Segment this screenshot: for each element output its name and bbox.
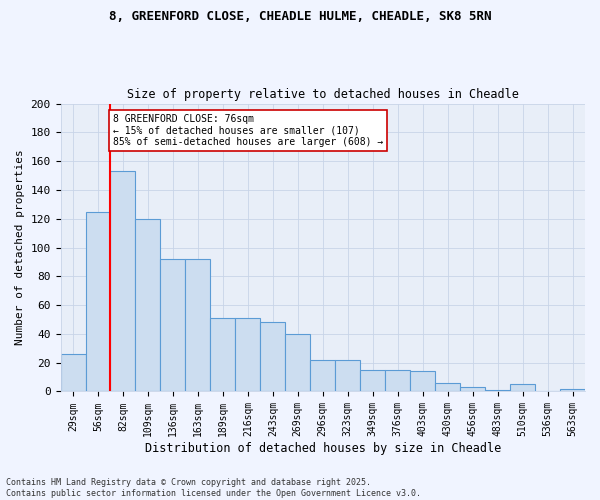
Bar (335, 360, 360, 392)
X-axis label: Distribution of detached houses by size in Cheadle: Distribution of detached houses by size … (145, 442, 501, 455)
Bar (435, 383, 460, 392)
Bar (310, 360, 335, 392)
Bar (110, 171, 136, 392)
Bar (185, 259, 211, 392)
Bar (86, 212, 110, 392)
Bar (235, 318, 260, 392)
Title: Size of property relative to detached houses in Cheadle: Size of property relative to detached ho… (127, 88, 519, 101)
Y-axis label: Number of detached properties: Number of detached properties (15, 150, 25, 346)
Bar (560, 388, 585, 392)
Bar (360, 370, 385, 392)
Text: Contains HM Land Registry data © Crown copyright and database right 2025.
Contai: Contains HM Land Registry data © Crown c… (6, 478, 421, 498)
Bar (460, 387, 485, 392)
Bar (385, 370, 410, 392)
Text: 8, GREENFORD CLOSE, CHEADLE HULME, CHEADLE, SK8 5RN: 8, GREENFORD CLOSE, CHEADLE HULME, CHEAD… (109, 10, 491, 23)
Bar (211, 318, 235, 392)
Bar (160, 259, 185, 392)
Bar (61, 354, 86, 392)
Bar (485, 390, 510, 392)
Bar (286, 334, 310, 392)
Bar (510, 384, 535, 392)
Bar (260, 322, 286, 392)
Bar (136, 218, 160, 392)
Bar (410, 372, 435, 392)
Text: 8 GREENFORD CLOSE: 76sqm
← 15% of detached houses are smaller (107)
85% of semi-: 8 GREENFORD CLOSE: 76sqm ← 15% of detach… (113, 114, 383, 147)
